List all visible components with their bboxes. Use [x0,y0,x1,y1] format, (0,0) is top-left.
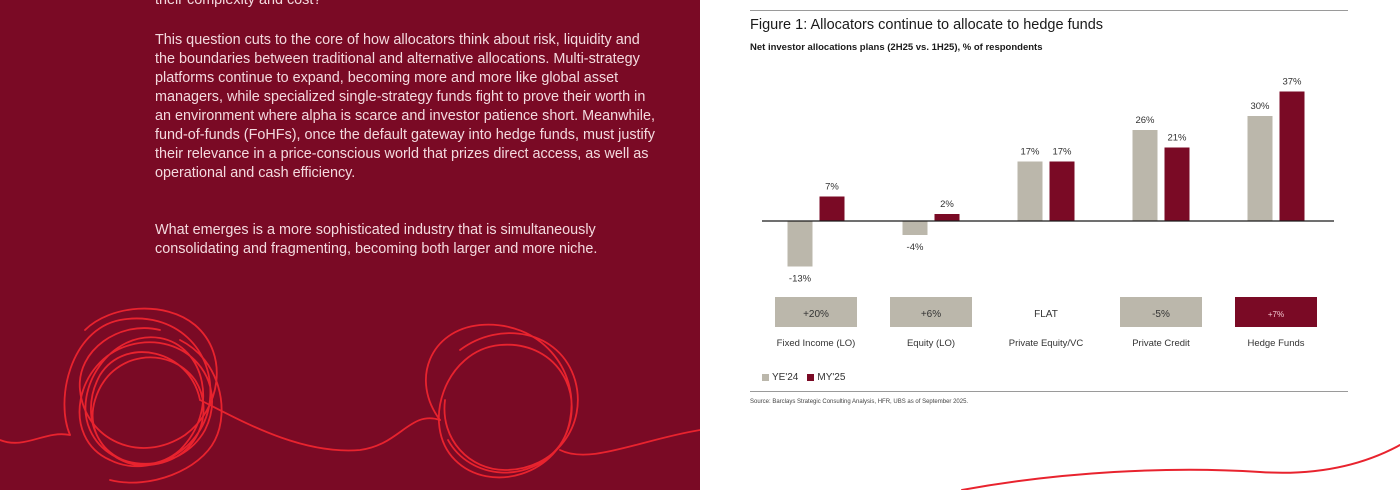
change-label-private-credit: -5% [1152,309,1170,320]
data-label-ye-24-private-equity-vc: 17% [1020,147,1040,158]
legend-item-my25: MY'25 [807,372,845,383]
figure-title: Figure 1: Allocators continue to allocat… [750,17,1104,33]
bar-my-25-fixed-income-lo [819,196,845,221]
change-box-equity-lo [890,297,972,327]
bar-ye-24-fixed-income-lo [787,221,813,267]
change-label-private-equity-vc: FLAT [1034,309,1058,320]
source-note: Source: Barclays Strategic Consulting An… [750,399,969,405]
bar-my-25-hedge-funds [1279,91,1305,221]
legend-label-my25: MY'25 [817,372,846,383]
change-box-private-credit [1120,297,1202,327]
article-panel: their complexity and cost? This question… [0,0,700,490]
legend-item-ye24: YE'24 [762,372,798,383]
top-rule [750,10,1348,11]
legend-label-ye24: YE'24 [772,372,799,383]
bottom-rule [750,391,1348,392]
change-label-hedge-funds: +7% [1268,310,1284,319]
data-label-my-25-private-equity-vc: 17% [1052,147,1072,158]
change-box-hedge-funds [1235,297,1317,327]
red-wave-decoration [961,444,1400,490]
legend-swatch-my25 [807,374,815,381]
category-label-private-credit: Private Credit [1132,338,1190,349]
figure-panel: Figure 1: Allocators continue to allocat… [700,0,1400,490]
category-label-equity-lo: Equity (LO) [907,338,955,349]
tangled-thread-illustration [0,307,700,484]
category-label-hedge-funds: Hedge Funds [1247,338,1304,349]
figure-subtitle: Net investor allocations plans (2H25 vs.… [750,42,1043,53]
data-label-my-25-hedge-funds: 37% [1282,77,1302,88]
chart-legend: YE'24 MY'25 [762,372,854,383]
data-label-ye-24-fixed-income-lo: -13% [789,274,812,285]
bar-my-25-private-credit [1164,147,1190,221]
bar-my-25-equity-lo [934,214,960,221]
bar-my-25-private-equity-vc [1049,161,1075,221]
data-label-ye-24-equity-lo: -4% [907,242,924,253]
change-label-fixed-income-lo: +20% [803,309,829,320]
data-label-ye-24-private-credit: 26% [1135,115,1155,126]
article-paragraph-2: What emerges is a more sophisticated ind… [155,222,598,257]
category-label-private-equity-vc: Private Equity/VC [1009,338,1084,349]
legend-swatch-ye24 [762,374,769,381]
bar-ye-24-hedge-funds [1247,116,1273,221]
change-label-equity-lo: +6% [921,309,941,320]
change-box-fixed-income-lo [775,297,857,327]
data-label-ye-24-hedge-funds: 30% [1250,101,1270,112]
category-label-fixed-income-lo: Fixed Income (LO) [777,338,856,349]
lead-fragment: their complexity and cost? [155,0,322,8]
data-label-my-25-fixed-income-lo: 7% [825,182,839,193]
data-label-my-25-equity-lo: 2% [940,199,954,210]
bar-ye-24-private-credit [1132,130,1158,221]
data-label-my-25-private-credit: 21% [1167,133,1187,144]
article-paragraph-1: This question cuts to the core of how al… [155,32,655,181]
bar-ye-24-equity-lo [902,221,928,235]
bar-ye-24-private-equity-vc [1017,161,1043,221]
allocation-bar-chart: -13% 7% +20% Fixed Income (LO) -4% 2% +6% Equit… [762,77,1334,349]
